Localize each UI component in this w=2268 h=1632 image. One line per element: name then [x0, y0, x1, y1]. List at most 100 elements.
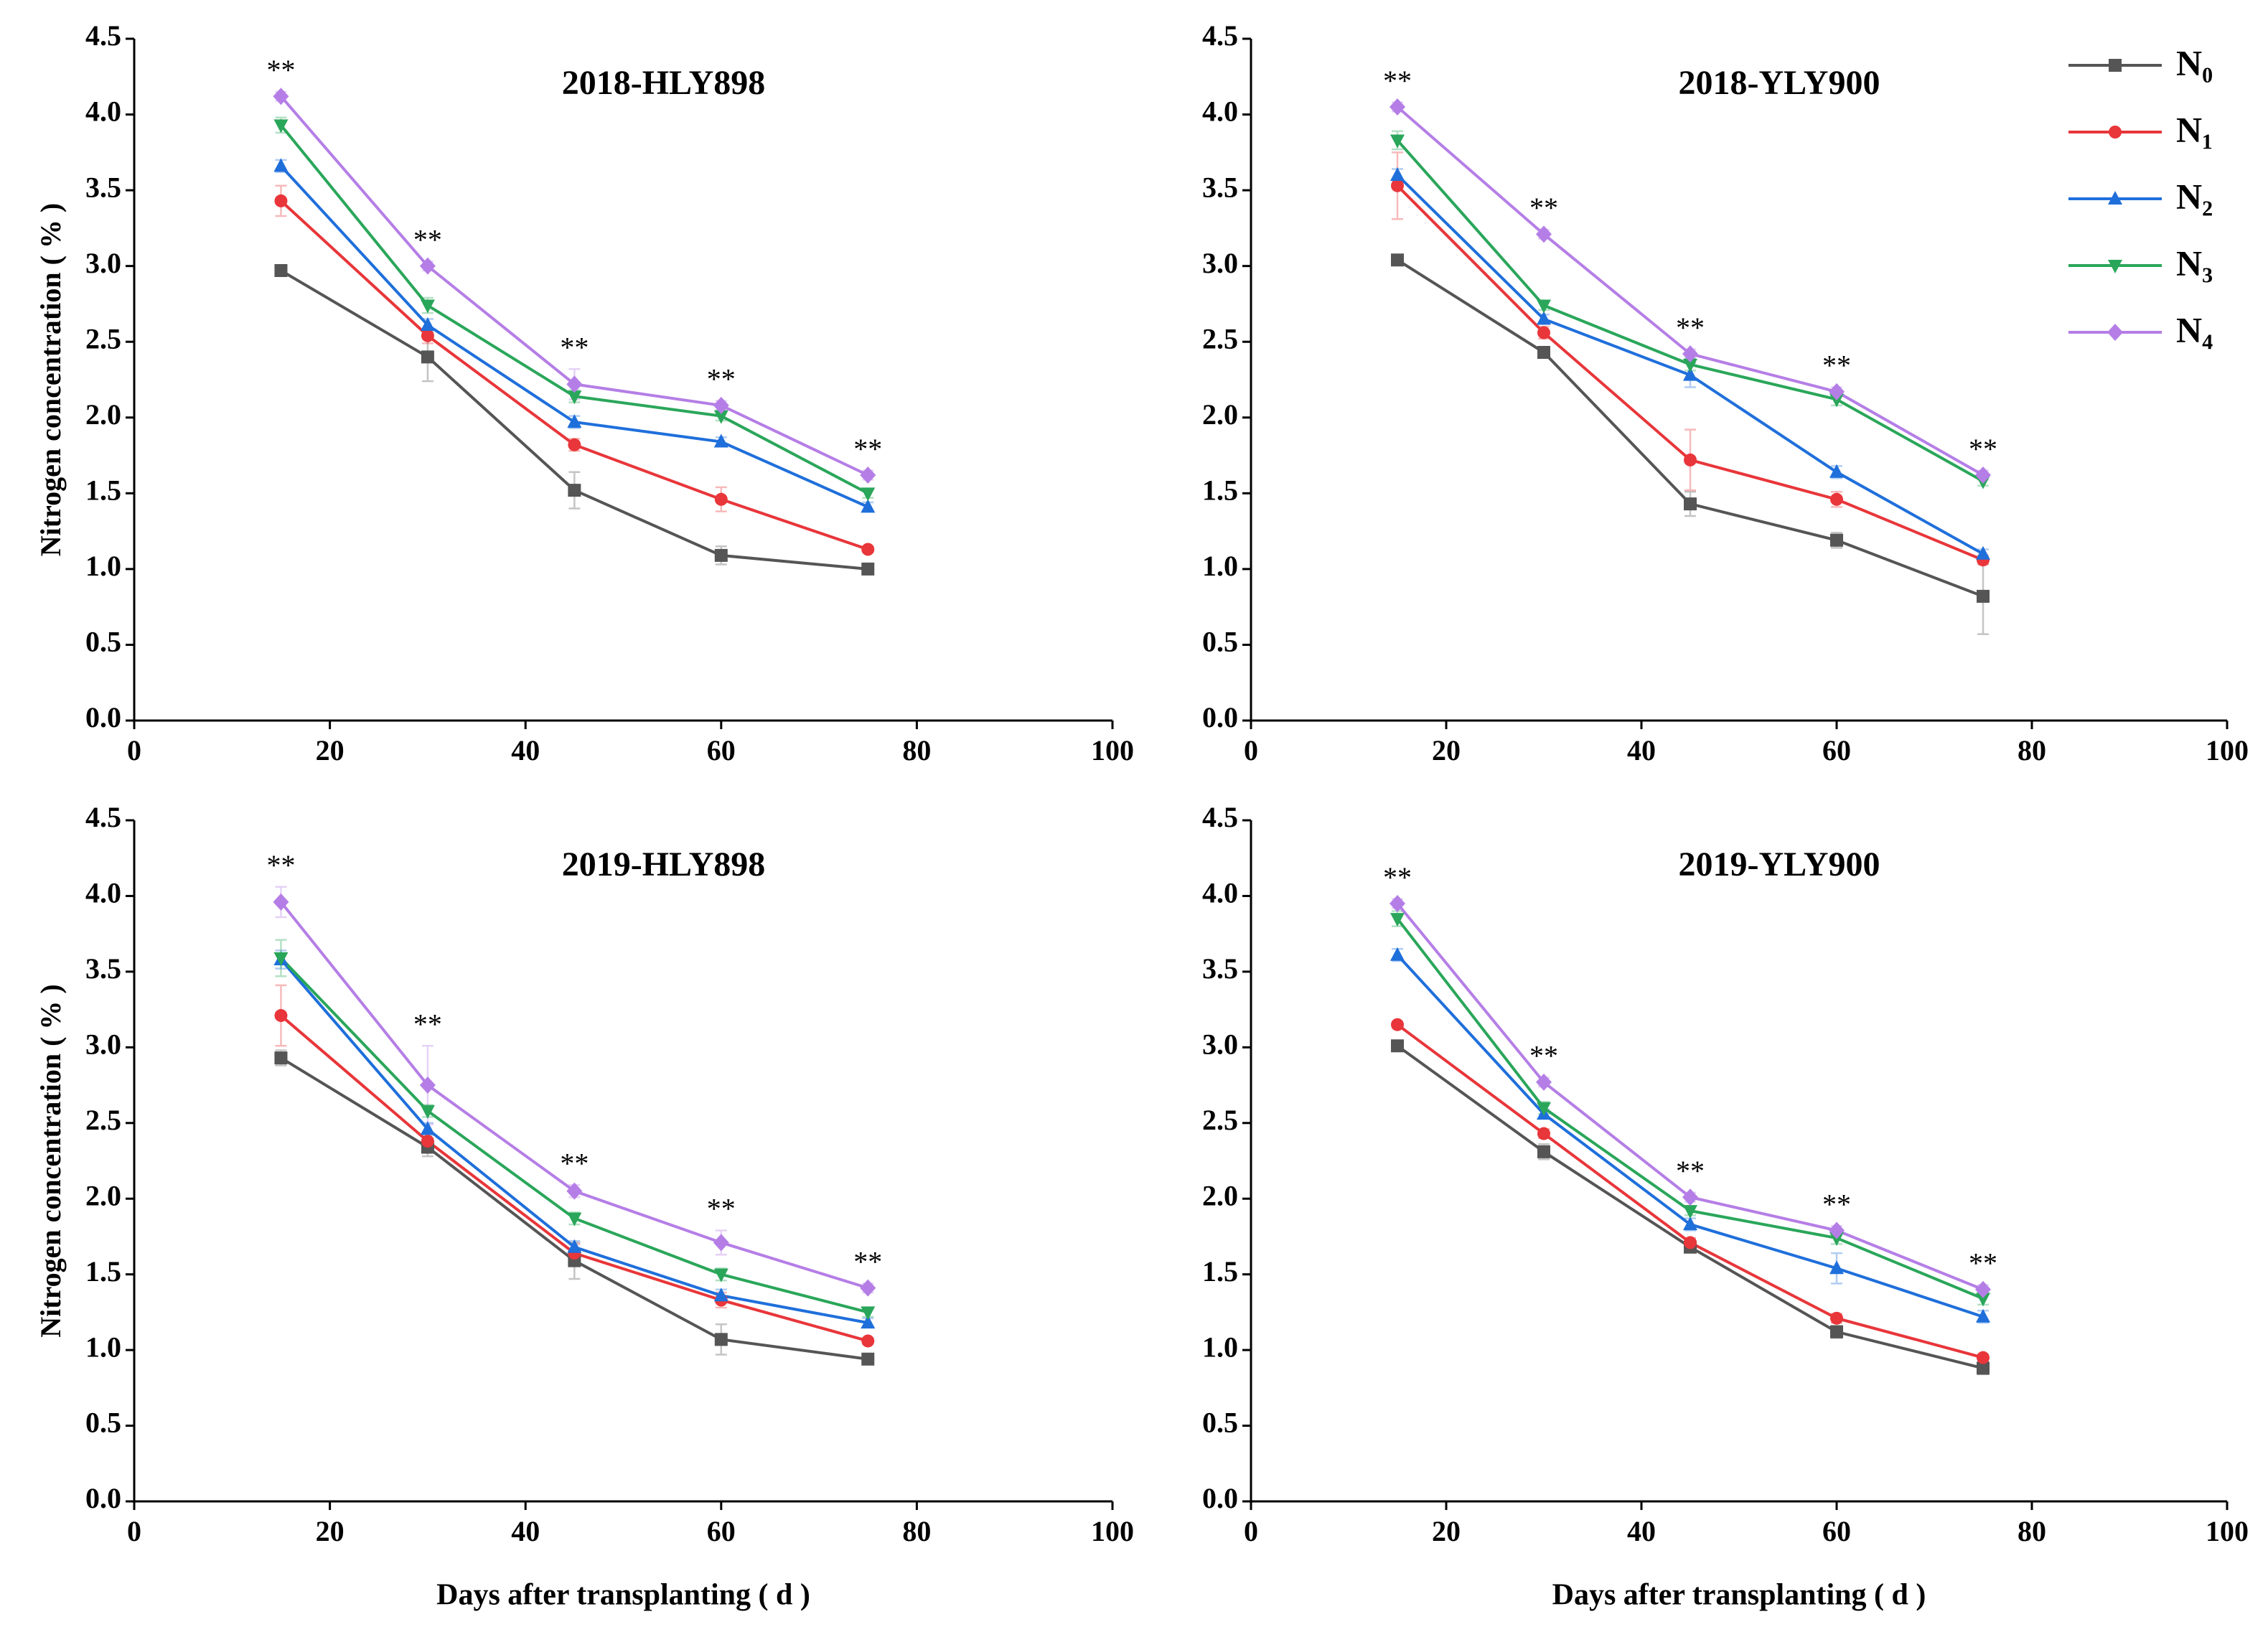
- x-tick-label: 80: [902, 734, 931, 766]
- x-tick-label: 100: [2206, 1515, 2249, 1547]
- marker: [1829, 393, 1844, 408]
- marker: [1537, 326, 1550, 339]
- y-tick-label: 4.0: [1202, 95, 1238, 128]
- marker: [713, 1268, 728, 1282]
- y-tick-label: 3.5: [85, 952, 121, 985]
- marker: [568, 438, 581, 451]
- marker: [274, 1009, 288, 1023]
- y-tick-label: 2.0: [1202, 1179, 1238, 1211]
- marker: [1391, 179, 1404, 192]
- marker: [1537, 1145, 1550, 1158]
- significance-label: **: [413, 1008, 442, 1040]
- marker: [1390, 894, 1405, 912]
- marker: [1391, 1018, 1404, 1031]
- y-tick-label: 0.5: [1202, 1407, 1238, 1439]
- panel: 0.0 0.5 1.0 1.5 2.0 2.5 3.0 3.5 4.0 4.5 0 20 40 60 80 1…: [1202, 19, 2249, 766]
- x-tick-label: 80: [902, 1515, 931, 1547]
- significance-label: **: [1969, 1247, 1997, 1280]
- x-tick-label: 100: [1091, 734, 1134, 766]
- significance-label: **: [1822, 1188, 1851, 1220]
- x-tick-label: 20: [316, 1515, 345, 1547]
- y-tick-label: 2.5: [85, 1104, 121, 1136]
- marker: [1829, 464, 1844, 478]
- series-line: [1396, 902, 1984, 1291]
- marker: [1537, 1102, 1551, 1116]
- marker: [1537, 346, 1550, 359]
- marker: [1977, 589, 1990, 603]
- x-tick-label: 60: [1822, 1515, 1851, 1547]
- marker: [1536, 1073, 1552, 1091]
- x-tick-label: 0: [127, 1515, 141, 1547]
- x-tick-label: 40: [1627, 734, 1656, 766]
- y-tick-label: 0.5: [85, 1407, 121, 1439]
- marker: [273, 88, 289, 105]
- y-tick-label: 4.5: [1202, 801, 1238, 833]
- significance-label: **: [853, 433, 882, 465]
- y-tick-label: 0.5: [1202, 626, 1238, 658]
- marker: [1683, 1205, 1697, 1219]
- y-tick-label: 1.0: [1202, 1331, 1238, 1363]
- legend-label: N₄: [2176, 309, 2213, 350]
- marker: [419, 257, 436, 275]
- marker: [861, 1306, 876, 1321]
- marker: [1682, 1188, 1698, 1206]
- chart-title: 2018-HLY898: [562, 64, 766, 102]
- marker: [1977, 1361, 1990, 1375]
- marker: [713, 1288, 728, 1302]
- marker: [1390, 134, 1405, 149]
- significance-label: **: [1822, 350, 1851, 382]
- marker: [1976, 1293, 1990, 1307]
- marker: [2108, 260, 2122, 273]
- y-axis-label: Nitrogen concentration ( % ): [34, 203, 67, 557]
- y-tick-label: 0.5: [85, 626, 121, 658]
- x-tick-label: 100: [2206, 734, 2249, 766]
- significance-label: **: [1383, 65, 1412, 97]
- marker: [274, 194, 288, 207]
- marker: [1830, 1325, 1843, 1338]
- marker: [861, 487, 876, 502]
- x-tick-label: 40: [1627, 1515, 1656, 1547]
- marker: [420, 1105, 435, 1119]
- marker: [1390, 913, 1405, 927]
- x-axis-label: Days after transplanting ( d ): [1552, 1579, 1926, 1612]
- marker: [273, 119, 289, 133]
- marker: [421, 1135, 434, 1148]
- x-tick-label: 60: [707, 1515, 736, 1547]
- marker: [420, 299, 435, 314]
- y-axis-label: Nitrogen concentration ( % ): [34, 984, 67, 1338]
- x-tick-label: 100: [1091, 1515, 1134, 1547]
- marker: [1684, 1236, 1697, 1249]
- marker: [567, 390, 582, 405]
- marker: [1976, 545, 1990, 560]
- marker: [1537, 311, 1551, 325]
- series-line: [1396, 105, 1984, 477]
- legend-label: N₀: [2176, 42, 2213, 83]
- y-tick-label: 3.0: [85, 1028, 121, 1061]
- marker: [1830, 533, 1843, 547]
- x-axis-label: Days after transplanting ( d ): [436, 1579, 810, 1612]
- significance-label: **: [707, 363, 736, 395]
- series-line: [1396, 258, 1984, 598]
- y-tick-label: 2.0: [1202, 398, 1238, 431]
- marker: [713, 1234, 729, 1252]
- x-tick-label: 0: [1244, 734, 1258, 766]
- marker: [273, 158, 289, 172]
- marker: [861, 543, 875, 556]
- y-tick-label: 2.5: [1202, 1104, 1238, 1136]
- significance-label: **: [266, 849, 295, 881]
- marker: [419, 1077, 436, 1094]
- x-tick-label: 20: [1432, 734, 1461, 766]
- y-tick-label: 0.0: [1202, 1482, 1238, 1514]
- marker: [1682, 345, 1698, 363]
- marker: [567, 1239, 582, 1253]
- series-line: [279, 901, 868, 1290]
- marker: [1976, 1308, 1990, 1323]
- marker: [568, 484, 581, 497]
- y-tick-label: 0.0: [85, 701, 121, 733]
- marker: [861, 562, 875, 576]
- y-tick-label: 4.0: [85, 95, 121, 128]
- chart-title: 2018-YLY900: [1679, 64, 1880, 102]
- panel: 0.0 0.5 1.0 1.5 2.0 2.5 3.0 3.5 4.0 4.5 0 20 40 60 80 1…: [34, 801, 1134, 1611]
- x-tick-label: 60: [707, 734, 736, 766]
- marker: [860, 1279, 876, 1297]
